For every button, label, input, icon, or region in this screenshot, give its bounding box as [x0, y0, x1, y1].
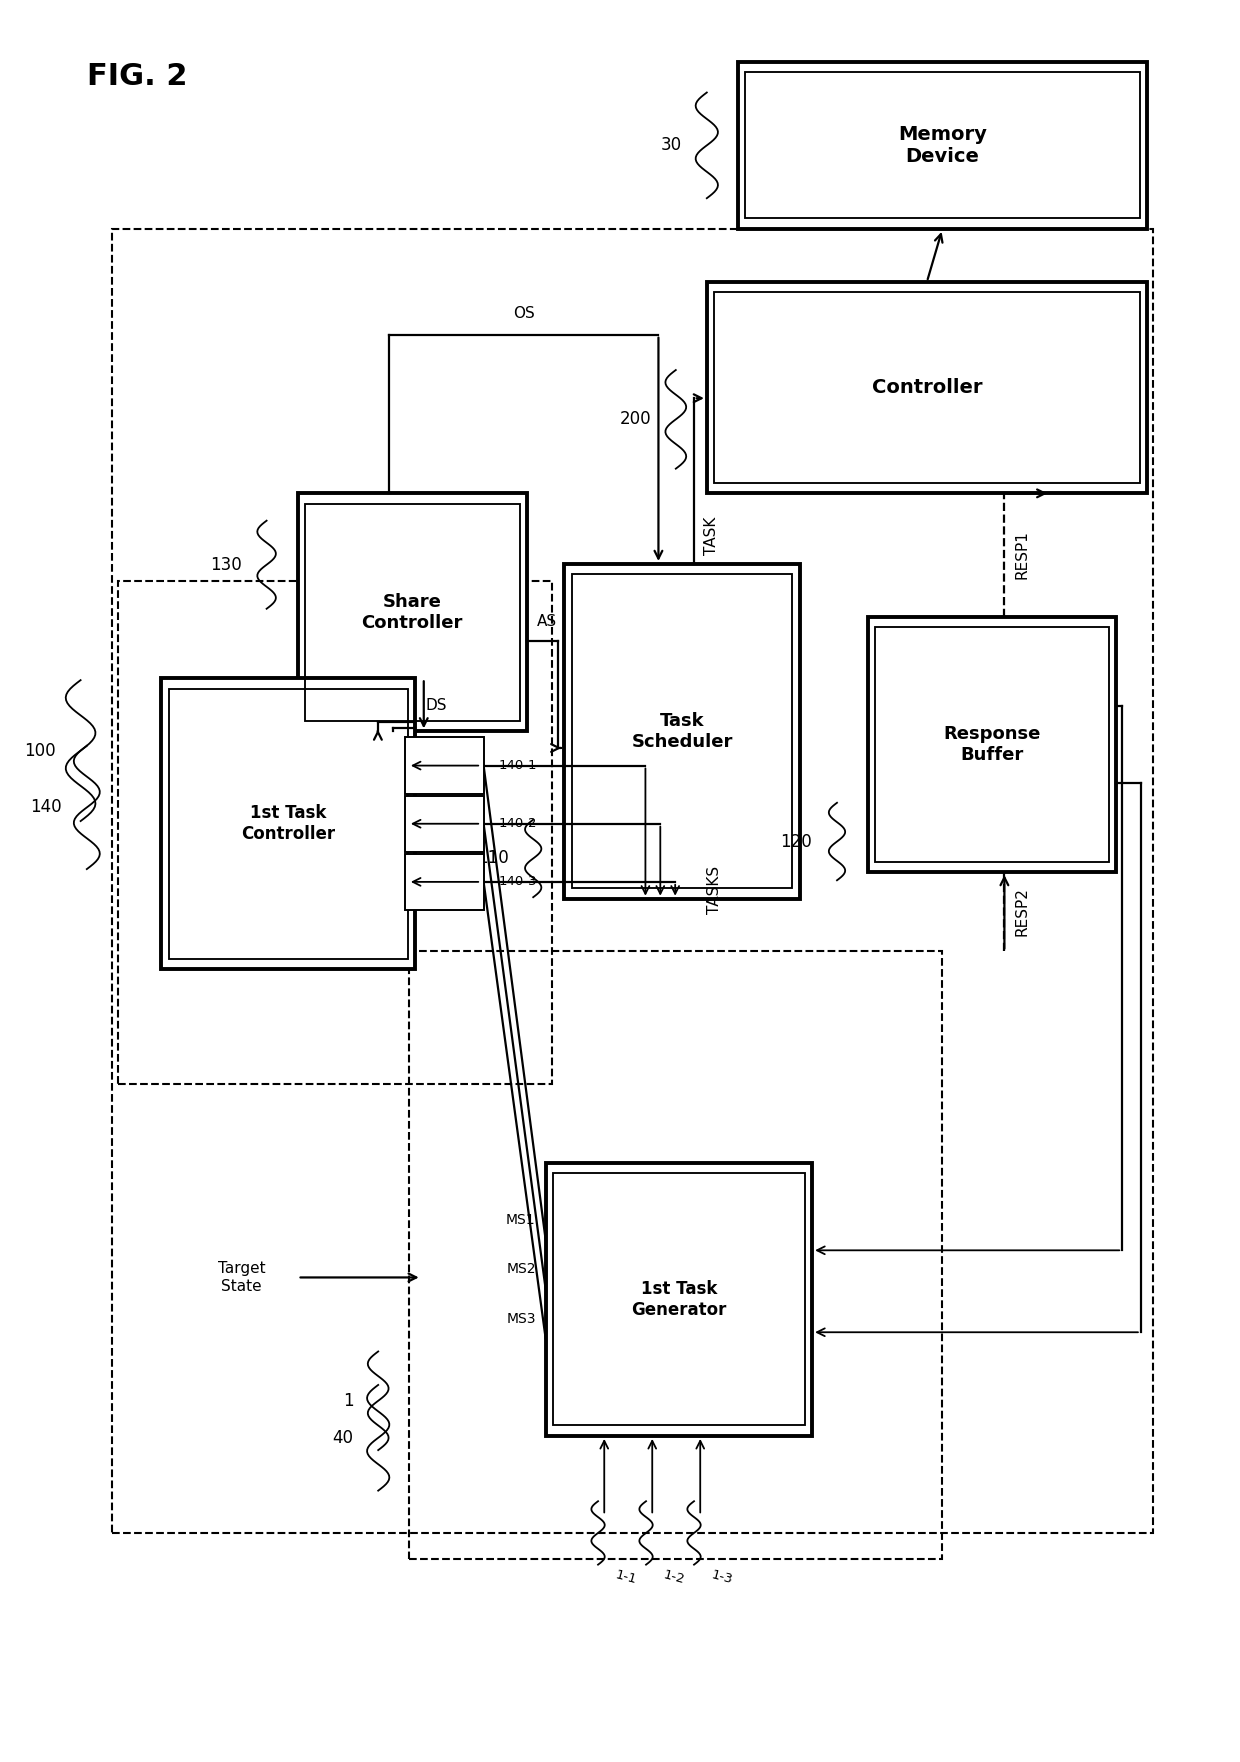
Bar — [405, 796, 484, 853]
Bar — [553, 1173, 805, 1425]
Text: 1: 1 — [342, 1392, 353, 1410]
Text: AS: AS — [537, 613, 557, 629]
Bar — [305, 504, 520, 721]
Text: 200: 200 — [619, 411, 651, 428]
Text: Response
Buffer: Response Buffer — [944, 724, 1040, 765]
Bar — [875, 627, 1109, 862]
Bar — [572, 574, 792, 888]
Text: Target
State: Target State — [218, 1262, 265, 1293]
Bar — [169, 689, 408, 959]
Text: Controller: Controller — [872, 379, 982, 396]
Text: 140-2: 140-2 — [498, 818, 537, 830]
Text: Memory
Device: Memory Device — [898, 125, 987, 166]
Bar — [738, 62, 1147, 229]
Text: 140-1: 140-1 — [498, 759, 537, 772]
Text: 30: 30 — [661, 136, 682, 155]
Text: FIG. 2: FIG. 2 — [87, 62, 187, 90]
Text: MS1: MS1 — [506, 1212, 536, 1226]
Text: DS: DS — [425, 698, 446, 714]
Text: 130: 130 — [210, 555, 242, 574]
Bar — [546, 1163, 812, 1436]
Bar — [118, 581, 552, 1084]
Text: 100: 100 — [24, 742, 56, 759]
Text: Task
Scheduler: Task Scheduler — [631, 712, 733, 751]
Text: 40: 40 — [332, 1429, 353, 1447]
Bar — [409, 951, 942, 1559]
Text: 1-2: 1-2 — [662, 1568, 687, 1586]
Text: 110: 110 — [476, 849, 508, 867]
Text: RESP2: RESP2 — [1014, 888, 1029, 936]
Bar — [405, 737, 484, 793]
Text: 1-3: 1-3 — [711, 1568, 734, 1586]
Text: 140-3: 140-3 — [498, 876, 537, 888]
Bar — [298, 493, 527, 731]
Bar — [868, 617, 1116, 872]
Bar — [745, 72, 1140, 218]
Bar — [161, 678, 415, 969]
Text: TASKS: TASKS — [707, 867, 723, 914]
Text: OS: OS — [513, 305, 534, 321]
Bar — [564, 564, 800, 899]
Bar — [714, 292, 1140, 483]
Text: 1st Task
Controller: 1st Task Controller — [242, 803, 335, 844]
Bar — [112, 229, 1153, 1533]
Text: 1-1: 1-1 — [614, 1568, 639, 1586]
Text: RESP1: RESP1 — [1014, 530, 1029, 580]
Bar — [707, 282, 1147, 493]
Text: MS2: MS2 — [506, 1262, 536, 1276]
Text: MS3: MS3 — [506, 1311, 536, 1325]
Text: 140: 140 — [30, 798, 62, 816]
Text: 1st Task
Generator: 1st Task Generator — [631, 1279, 727, 1320]
Text: Share
Controller: Share Controller — [362, 592, 463, 633]
Text: 120: 120 — [780, 832, 812, 851]
Bar — [405, 855, 484, 909]
Text: TASK: TASK — [704, 516, 719, 555]
